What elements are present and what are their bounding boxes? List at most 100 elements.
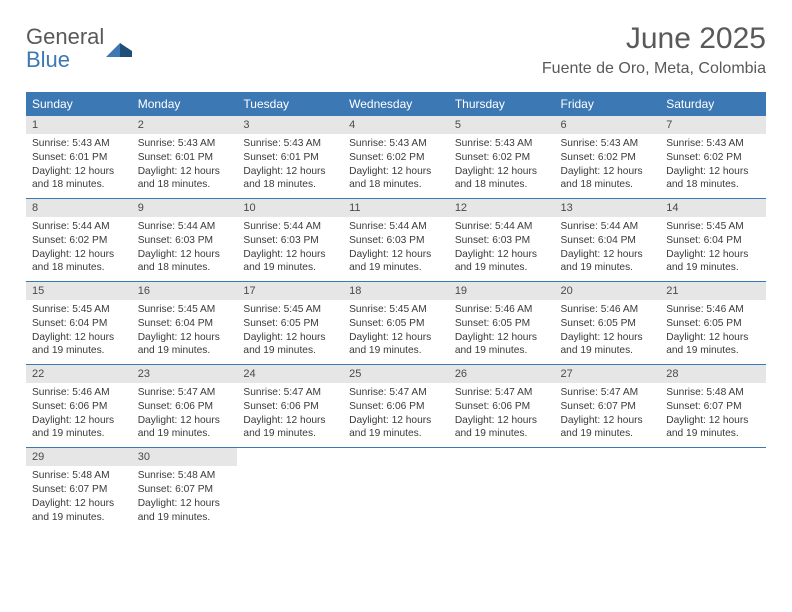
daylight-label: Daylight: (32, 249, 74, 260)
day-number: 2 (132, 116, 238, 134)
daylight-label: Daylight: (138, 332, 180, 343)
sunset-label: Sunset: (138, 152, 175, 163)
sunrise-label: Sunrise: (349, 221, 389, 232)
calendar-day-cell: 13Sunrise: 5:44 AMSunset: 6:04 PMDayligh… (555, 199, 661, 282)
calendar-day-cell: 1Sunrise: 5:43 AMSunset: 6:01 PMDaylight… (26, 116, 132, 199)
sunset-label: Sunset: (349, 318, 386, 329)
title-block: June 2025 Fuente de Oro, Meta, Colombia (542, 22, 766, 78)
daylight-line: Daylight: 12 hours and 19 minutes. (32, 497, 126, 525)
sunrise-line: Sunrise: 5:46 AM (455, 303, 549, 317)
sunrise-label: Sunrise: (666, 138, 706, 149)
sunrise-label: Sunrise: (138, 304, 178, 315)
sunset-label: Sunset: (32, 235, 69, 246)
sunrise-line: Sunrise: 5:46 AM (32, 386, 126, 400)
month-title: June 2025 (542, 22, 766, 56)
calendar-day-cell: 26Sunrise: 5:47 AMSunset: 6:06 PMDayligh… (449, 365, 555, 448)
daylight-line: Daylight: 12 hours and 19 minutes. (32, 414, 126, 442)
calendar-day-cell: 11Sunrise: 5:44 AMSunset: 6:03 PMDayligh… (343, 199, 449, 282)
calendar-day-cell: 3Sunrise: 5:43 AMSunset: 6:01 PMDaylight… (237, 116, 343, 199)
sunrise-line: Sunrise: 5:43 AM (666, 137, 760, 151)
calendar-day-cell: 29Sunrise: 5:48 AMSunset: 6:07 PMDayligh… (26, 448, 132, 531)
sunset-line: Sunset: 6:06 PM (32, 400, 126, 414)
sunset-value: 6:05 PM (704, 318, 742, 329)
sunset-value: 6:06 PM (492, 401, 530, 412)
sunrise-label: Sunrise: (455, 221, 495, 232)
sunset-value: 6:05 PM (492, 318, 530, 329)
daylight-line: Daylight: 12 hours and 18 minutes. (138, 165, 232, 193)
calendar-day-cell: 16Sunrise: 5:45 AMSunset: 6:04 PMDayligh… (132, 282, 238, 365)
sunrise-label: Sunrise: (349, 138, 389, 149)
sunset-line: Sunset: 6:07 PM (561, 400, 655, 414)
sunset-line: Sunset: 6:06 PM (455, 400, 549, 414)
sunrise-value: 5:45 AM (178, 304, 215, 315)
calendar-body: 1Sunrise: 5:43 AMSunset: 6:01 PMDaylight… (26, 116, 766, 530)
sunrise-value: 5:43 AM (72, 138, 109, 149)
sunset-label: Sunset: (349, 401, 386, 412)
sunrise-value: 5:46 AM (601, 304, 638, 315)
calendar-table: Sunday Monday Tuesday Wednesday Thursday… (26, 92, 766, 530)
sunrise-value: 5:43 AM (601, 138, 638, 149)
calendar-week-row: 1Sunrise: 5:43 AMSunset: 6:01 PMDaylight… (26, 116, 766, 199)
weekday-header: Wednesday (343, 92, 449, 116)
weekday-header: Friday (555, 92, 661, 116)
sunset-value: 6:05 PM (387, 318, 425, 329)
sunset-value: 6:06 PM (387, 401, 425, 412)
day-number: 23 (132, 365, 238, 383)
day-number: 7 (660, 116, 766, 134)
sunrise-label: Sunrise: (138, 387, 178, 398)
sunset-label: Sunset: (243, 401, 280, 412)
day-number: 5 (449, 116, 555, 134)
sunset-label: Sunset: (349, 152, 386, 163)
sunrise-label: Sunrise: (666, 304, 706, 315)
sunrise-line: Sunrise: 5:45 AM (32, 303, 126, 317)
sunrise-line: Sunrise: 5:47 AM (138, 386, 232, 400)
daylight-line: Daylight: 12 hours and 18 minutes. (666, 165, 760, 193)
daylight-label: Daylight: (666, 249, 708, 260)
sunset-line: Sunset: 6:01 PM (138, 151, 232, 165)
sunset-value: 6:04 PM (175, 318, 213, 329)
calendar-day-cell (343, 448, 449, 531)
header: General Blue June 2025 Fuente de Oro, Me… (26, 22, 766, 78)
brand-mark-icon (106, 39, 132, 59)
sunset-line: Sunset: 6:02 PM (561, 151, 655, 165)
daylight-line: Daylight: 12 hours and 19 minutes. (138, 414, 232, 442)
calendar-week-row: 29Sunrise: 5:48 AMSunset: 6:07 PMDayligh… (26, 448, 766, 531)
calendar-day-cell: 8Sunrise: 5:44 AMSunset: 6:02 PMDaylight… (26, 199, 132, 282)
day-number: 18 (343, 282, 449, 300)
sunset-line: Sunset: 6:05 PM (455, 317, 549, 331)
sunrise-line: Sunrise: 5:47 AM (349, 386, 443, 400)
daylight-line: Daylight: 12 hours and 19 minutes. (561, 414, 655, 442)
sunrise-line: Sunrise: 5:44 AM (349, 220, 443, 234)
sunrise-line: Sunrise: 5:46 AM (561, 303, 655, 317)
sunset-line: Sunset: 6:04 PM (138, 317, 232, 331)
location-subtitle: Fuente de Oro, Meta, Colombia (542, 60, 766, 78)
sunrise-line: Sunrise: 5:44 AM (561, 220, 655, 234)
sunset-value: 6:02 PM (387, 152, 425, 163)
sunrise-value: 5:47 AM (495, 387, 532, 398)
calendar-day-cell: 9Sunrise: 5:44 AMSunset: 6:03 PMDaylight… (132, 199, 238, 282)
sunrise-label: Sunrise: (455, 304, 495, 315)
sunrise-value: 5:44 AM (284, 221, 321, 232)
sunset-label: Sunset: (455, 235, 492, 246)
sunset-value: 6:03 PM (492, 235, 530, 246)
daylight-label: Daylight: (561, 166, 603, 177)
sunrise-line: Sunrise: 5:43 AM (32, 137, 126, 151)
day-number: 3 (237, 116, 343, 134)
calendar-day-cell: 21Sunrise: 5:46 AMSunset: 6:05 PMDayligh… (660, 282, 766, 365)
weekday-header: Thursday (449, 92, 555, 116)
daylight-label: Daylight: (32, 332, 74, 343)
daylight-line: Daylight: 12 hours and 19 minutes. (561, 248, 655, 276)
sunrise-value: 5:43 AM (178, 138, 215, 149)
daylight-label: Daylight: (666, 415, 708, 426)
calendar-day-cell: 25Sunrise: 5:47 AMSunset: 6:06 PMDayligh… (343, 365, 449, 448)
calendar-day-cell (449, 448, 555, 531)
sunrise-line: Sunrise: 5:43 AM (349, 137, 443, 151)
sunset-label: Sunset: (138, 484, 175, 495)
day-number: 10 (237, 199, 343, 217)
sunset-value: 6:05 PM (281, 318, 319, 329)
sunset-line: Sunset: 6:04 PM (561, 234, 655, 248)
sunset-line: Sunset: 6:01 PM (32, 151, 126, 165)
sunset-label: Sunset: (243, 235, 280, 246)
sunrise-value: 5:48 AM (178, 470, 215, 481)
calendar-day-cell: 20Sunrise: 5:46 AMSunset: 6:05 PMDayligh… (555, 282, 661, 365)
